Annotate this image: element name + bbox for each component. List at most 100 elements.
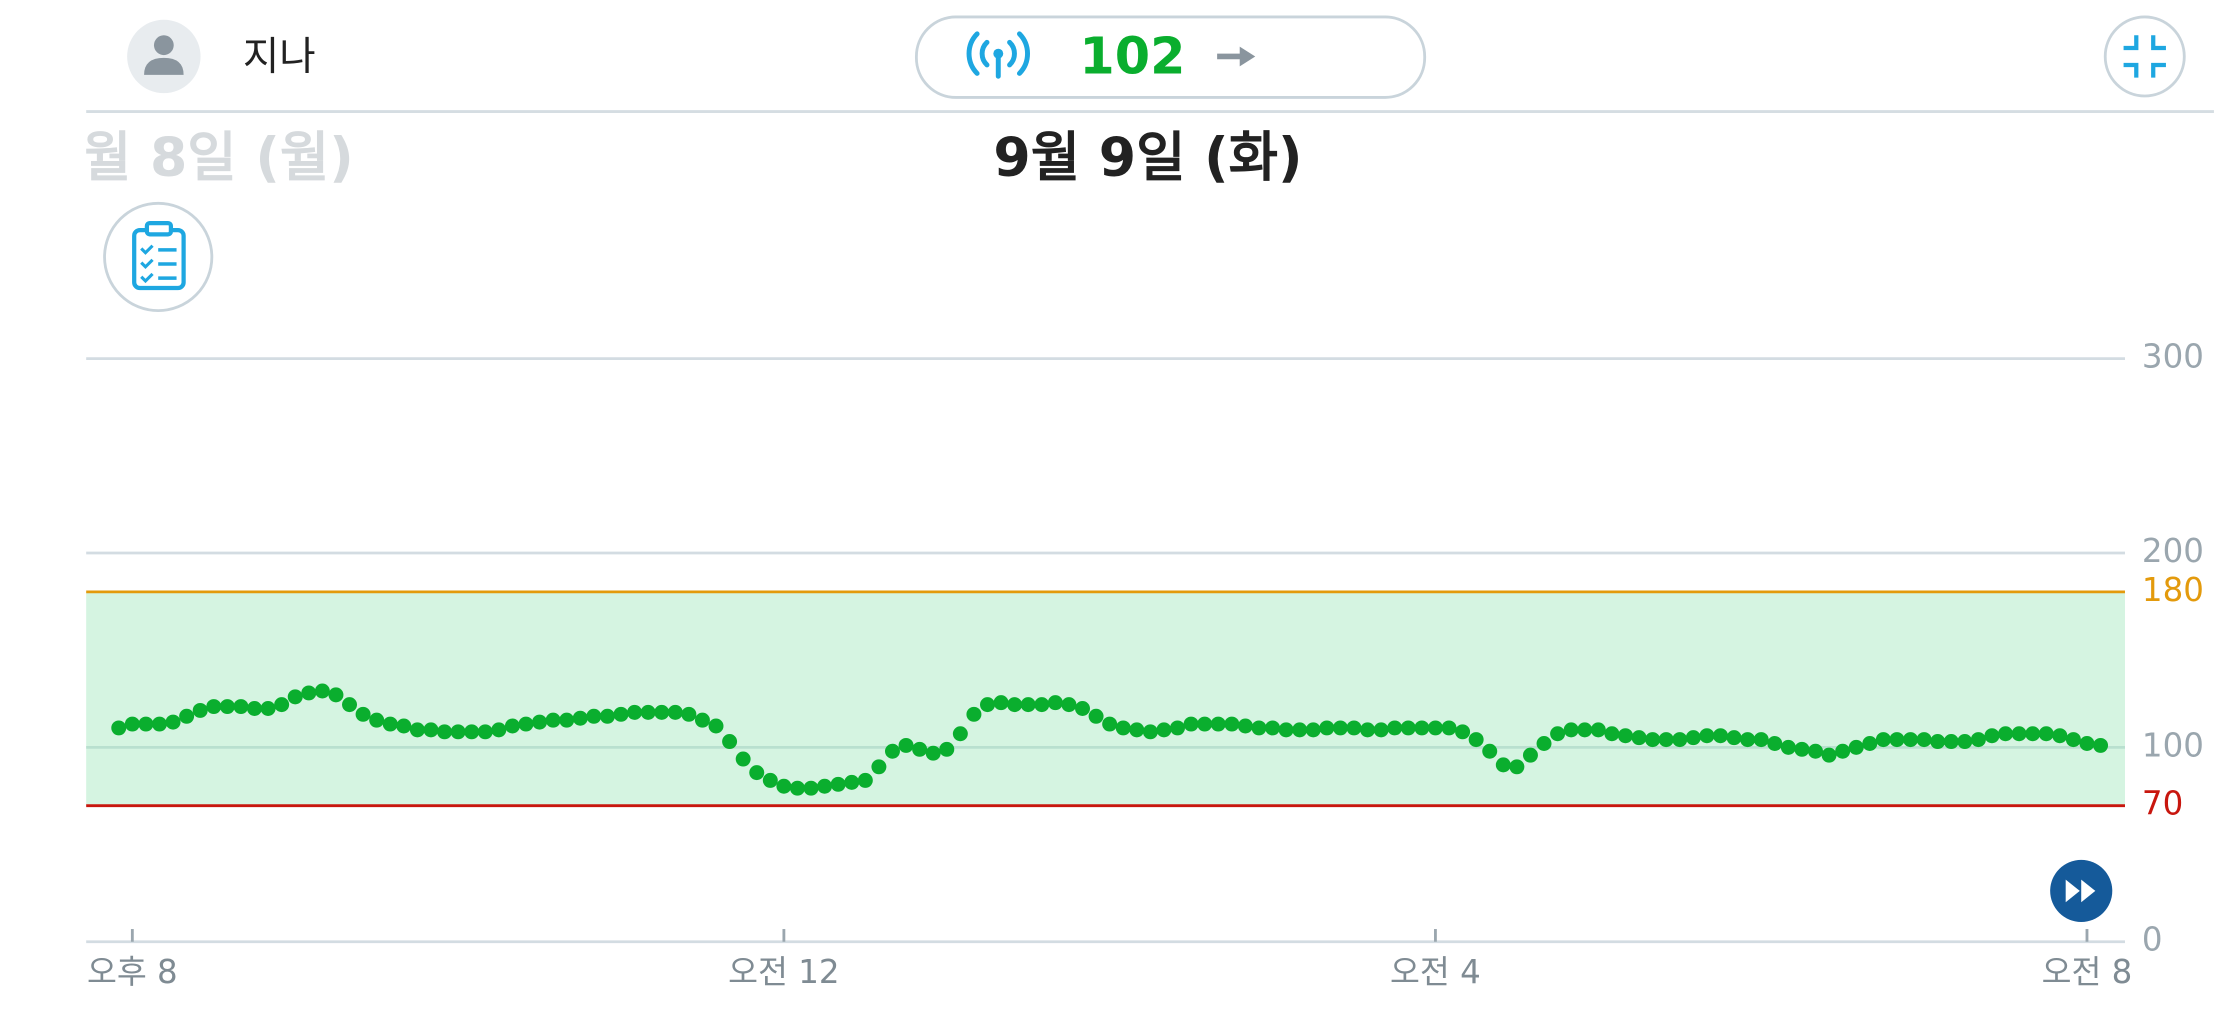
glucose-dot — [1835, 743, 1851, 759]
glucose-dot — [735, 751, 751, 767]
glucose-dot — [749, 765, 765, 781]
glucose-dot — [1998, 726, 2014, 742]
glucose-dot — [260, 701, 276, 716]
glucose-dot — [504, 718, 520, 734]
glucose-dot — [1427, 720, 1443, 736]
glucose-dot — [803, 780, 819, 796]
glucose-dot — [980, 697, 995, 713]
glucose-dot — [1224, 716, 1240, 732]
glucose-dot — [1319, 720, 1335, 736]
glucose-dot — [1278, 722, 1294, 738]
glucose-dot — [952, 726, 968, 742]
glucose-dot — [1794, 741, 1810, 757]
x-tick-label: 오전 4 — [1390, 953, 1481, 991]
glucose-dot — [559, 712, 575, 728]
y-tick-label: 100 — [2142, 726, 2204, 764]
glucose-dot — [2038, 726, 2054, 742]
glucose-dot — [966, 706, 982, 722]
glucose-dot — [477, 724, 493, 740]
glucose-dot — [314, 683, 330, 699]
glucose-dot — [1047, 695, 1063, 711]
glucose-dot — [382, 716, 398, 732]
glucose-dot — [1550, 726, 1566, 742]
glucose-dot — [627, 704, 643, 720]
glucose-dot — [328, 687, 344, 703]
glucose-dot — [789, 780, 805, 796]
trend-arrow — [1217, 46, 1256, 67]
glucose-dot — [1075, 701, 1090, 716]
log-button[interactable] — [103, 201, 214, 313]
glucose-dot — [247, 701, 262, 716]
glucose-dot — [1237, 718, 1253, 734]
previous-date[interactable]: 월 8일 (월) — [82, 126, 354, 189]
glucose-dot — [111, 720, 127, 736]
glucose-dot — [1943, 734, 1959, 750]
glucose-dot — [654, 704, 670, 720]
glucose-dot — [1699, 728, 1715, 744]
glucose-dot — [409, 722, 425, 738]
glucose-dot — [124, 716, 140, 732]
glucose-dot — [165, 714, 181, 730]
axis-labels: 0 100 200 300 180 70 오후 8 오전 12 오전 4 오전 8 — [87, 338, 2204, 992]
glucose-dot — [1672, 732, 1688, 748]
glucose-dot — [1848, 739, 1864, 755]
glucose-dot — [1522, 747, 1538, 763]
glucose-dot — [518, 716, 534, 732]
x-tick-label: 오후 8 — [87, 953, 178, 991]
glucose-dot — [1088, 708, 1104, 724]
glucose-dot — [152, 716, 167, 732]
glucose-dot — [1808, 743, 1823, 759]
collapse-button[interactable] — [2103, 15, 2186, 98]
glucose-dot — [138, 716, 154, 732]
glucose-dot — [857, 772, 873, 788]
glucose-dot — [925, 745, 941, 761]
glucose-dot — [1957, 734, 1973, 750]
glucose-dot — [545, 712, 561, 728]
glucose-dot — [1400, 720, 1416, 736]
glucose-dot — [1251, 720, 1267, 736]
glucose-dot — [1020, 697, 1036, 713]
glucose-dot — [287, 689, 303, 705]
glucose-dot — [1930, 734, 1946, 750]
glucose-dot — [2052, 728, 2068, 744]
threshold-label: 70 — [2142, 785, 2183, 823]
glucose-dot — [206, 699, 222, 715]
jump-to-now-button[interactable] — [2050, 859, 2113, 922]
glucose-dot — [2093, 737, 2109, 753]
glucose-dot — [1726, 730, 1742, 746]
glucose-dot — [1984, 728, 2000, 744]
glucose-dot — [423, 722, 439, 738]
glucose-readings — [111, 683, 2109, 796]
glucose-dot — [274, 697, 290, 713]
glucose-dot — [1468, 732, 1484, 748]
y-tick-label: 200 — [2142, 532, 2204, 570]
glucose-dot — [1156, 722, 1172, 738]
glucose-dot — [1645, 732, 1661, 748]
target-range — [86, 591, 2125, 806]
glucose-dot — [1210, 716, 1226, 732]
glucose-dot — [939, 741, 955, 757]
glucose-dot — [1170, 720, 1186, 736]
glucose-dot — [1482, 743, 1498, 759]
glucose-dot — [912, 741, 928, 757]
glucose-pill[interactable] — [914, 15, 1427, 99]
glucose-dot — [1115, 720, 1131, 736]
glucose-dot — [1197, 716, 1213, 732]
glucose-dot — [464, 724, 480, 740]
glucose-dot — [1142, 724, 1158, 740]
glucose-dot — [776, 778, 792, 794]
glucose-dot — [1970, 732, 1986, 748]
target-range-band — [86, 591, 2125, 806]
glucose-dot — [1292, 722, 1308, 738]
glucose-dot — [1563, 722, 1579, 738]
glucose-dot — [708, 718, 724, 734]
glucose-dot — [884, 743, 900, 759]
glucose-dot — [586, 708, 602, 724]
glucose-dot — [1007, 697, 1023, 713]
glucose-dot — [301, 685, 317, 701]
user-avatar[interactable] — [127, 19, 201, 94]
glucose-dot — [2025, 726, 2041, 742]
glucose-dot — [1102, 716, 1118, 732]
glucose-dot — [1305, 722, 1321, 738]
x-tick-label: 오전 8 — [2042, 953, 2133, 991]
